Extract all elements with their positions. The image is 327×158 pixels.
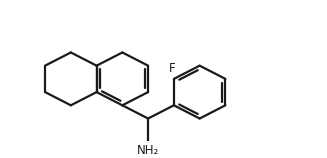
Text: F: F — [169, 62, 175, 75]
Text: NH₂: NH₂ — [137, 144, 159, 157]
